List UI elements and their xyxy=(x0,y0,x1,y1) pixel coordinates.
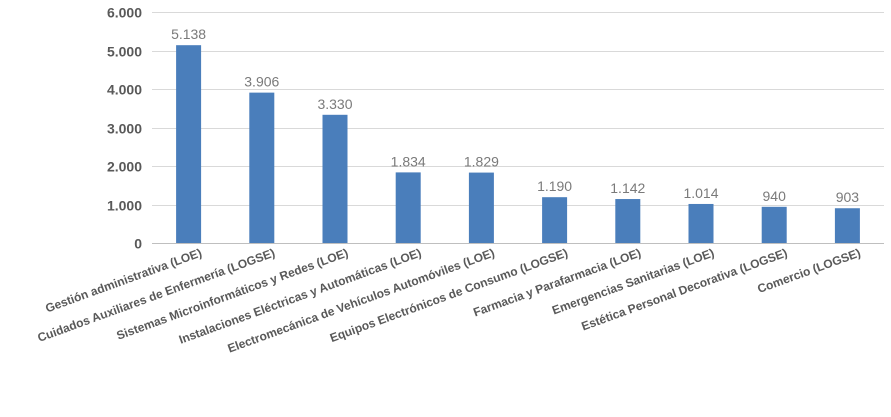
bar xyxy=(761,206,787,243)
y-tick-label: 6.000 xyxy=(107,5,142,21)
bar xyxy=(468,172,494,243)
data-label: 1.829 xyxy=(464,154,499,170)
y-tick-label: 0 xyxy=(134,236,142,252)
bar xyxy=(542,197,568,243)
data-label: 903 xyxy=(836,189,860,205)
data-label: 3.330 xyxy=(317,96,352,112)
y-tick-label: 2.000 xyxy=(107,159,142,175)
bars xyxy=(176,45,860,244)
data-label: 5.138 xyxy=(171,26,206,42)
bar xyxy=(688,203,714,243)
y-tick-label: 1.000 xyxy=(107,198,142,214)
data-label: 1.142 xyxy=(610,180,645,196)
data-label: 940 xyxy=(763,188,787,204)
bar xyxy=(176,45,202,244)
x-axis-category-labels: Gestión administrativa (LOE)Cuidados Aux… xyxy=(36,246,863,356)
data-label: 1.834 xyxy=(391,153,426,169)
y-tick-label: 5.000 xyxy=(107,44,142,60)
data-label: 3.906 xyxy=(244,74,279,90)
data-labels: 5.138 3.906 3.330 1.834 1.829 1.190 1.142 1.014… xyxy=(171,26,859,205)
data-label: 1.190 xyxy=(537,178,572,194)
y-tick-label: 3.000 xyxy=(107,121,142,137)
bar xyxy=(615,199,641,243)
bar xyxy=(395,172,421,243)
data-label: 1.014 xyxy=(683,185,718,201)
bar xyxy=(322,114,348,243)
y-axis-tick-labels: 0 1.000 2.000 3.000 4.000 5.000 6.000 xyxy=(107,5,142,252)
y-tick-label: 4.000 xyxy=(107,82,142,98)
bar xyxy=(834,208,860,243)
bar xyxy=(249,92,275,243)
